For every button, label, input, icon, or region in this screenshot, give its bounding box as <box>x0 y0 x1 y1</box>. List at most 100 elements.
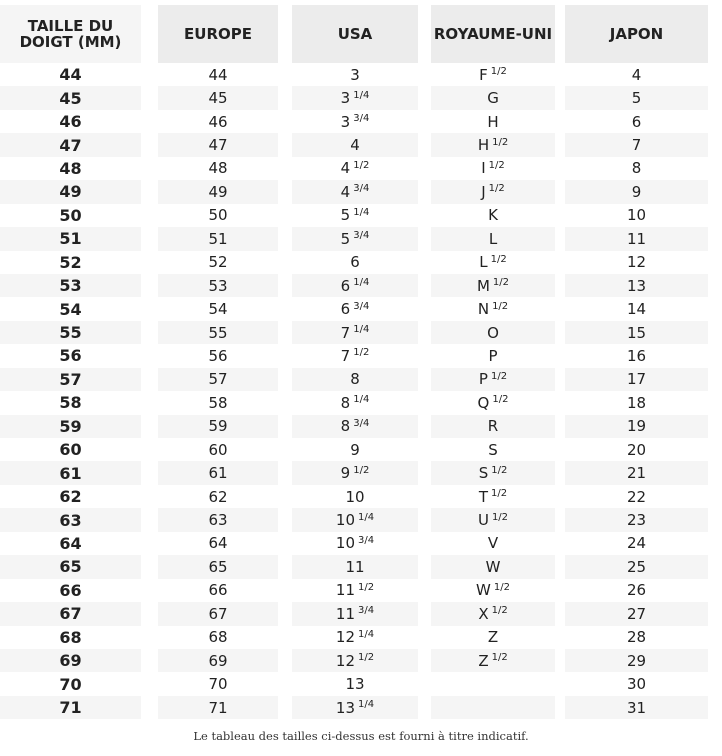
cell-uk: P <box>431 344 555 367</box>
cell-uk: L <box>431 227 555 251</box>
cell-uk: G <box>431 86 555 110</box>
cell-value: 70 <box>59 674 82 694</box>
cell-fraction: 1/2 <box>492 136 509 148</box>
cell-usa: 12 1/2 <box>292 648 418 673</box>
table-row: 62 62 10 T 1/2 22 <box>0 485 708 508</box>
cell-value: 56 <box>208 346 228 365</box>
cell-value: 31 <box>626 698 647 717</box>
cell-value: 7 <box>340 323 351 342</box>
cell-uk: Z <box>431 626 555 649</box>
cell-fraction: 1/2 <box>358 581 375 593</box>
cell-usa: 10 <box>292 485 418 508</box>
cell-europe: 57 <box>158 367 278 392</box>
cell-japan: 9 <box>565 180 708 204</box>
cell-usa: 4 <box>292 133 418 157</box>
cell-japan: 10 <box>565 204 708 227</box>
cell-usa: 6 1/4 <box>292 273 418 298</box>
cell-fraction: 3/4 <box>358 605 375 617</box>
table-row: 68 68 12 1/4 Z 28 <box>0 626 708 649</box>
cell-value: 11 <box>335 604 355 623</box>
cell-value: 61 <box>208 464 228 483</box>
table-row: 49 49 4 3/4 J 1/2 9 <box>0 180 708 204</box>
cell-finger-size: 69 <box>0 648 141 673</box>
cell-value: 3 <box>340 112 351 131</box>
cell-value: 7 <box>340 346 351 365</box>
cell-value: 59 <box>208 417 228 436</box>
cell-value: 6 <box>631 112 642 131</box>
cell-value: 8 <box>340 417 351 436</box>
cell-finger-size: 65 <box>0 555 141 579</box>
cell-value: 6 <box>350 253 360 272</box>
cell-japan: 14 <box>565 297 708 320</box>
cell-finger-size: 48 <box>0 157 141 180</box>
cell-japan: 23 <box>565 508 708 532</box>
cell-value: 57 <box>208 370 228 389</box>
disclaimer-note: Le tableau des tailles ci-dessus est fou… <box>193 729 529 743</box>
cell-fraction: 1/4 <box>358 628 375 640</box>
cell-value: 16 <box>626 346 647 365</box>
table-row: 56 56 7 1/2 P 16 <box>0 344 708 367</box>
cell-value: 65 <box>59 557 82 577</box>
cell-europe: 68 <box>158 626 278 649</box>
cell-usa: 8 1/4 <box>292 391 418 414</box>
cell-usa: 4 1/2 <box>292 157 418 180</box>
cell-value: 11 <box>345 557 365 576</box>
cell-fraction: 1/2 <box>493 581 510 593</box>
cell-value: J <box>481 182 486 201</box>
cell-japan: 17 <box>565 367 708 392</box>
cell-fraction: 1/2 <box>490 66 507 78</box>
cell-value: 13 <box>345 675 365 694</box>
cell-fraction: 3/4 <box>358 534 375 546</box>
cell-japan: 26 <box>565 579 708 602</box>
cell-uk: Z 1/2 <box>431 648 555 673</box>
table-row: 45 45 3 1/4 G 5 <box>0 86 708 110</box>
cell-value: 21 <box>626 464 647 483</box>
cell-value: U <box>477 511 489 530</box>
cell-value: L <box>488 229 498 248</box>
cell-fraction: 1/2 <box>492 300 509 312</box>
cell-japan: 28 <box>565 626 708 649</box>
cell-value: 68 <box>208 628 228 647</box>
cell-japan: 5 <box>565 86 708 110</box>
cell-value: 54 <box>59 299 82 319</box>
cell-value: 8 <box>631 159 642 178</box>
header-japan: JAPON <box>565 5 708 63</box>
cell-fraction: 1/2 <box>491 605 508 617</box>
cell-europe: 54 <box>158 297 278 320</box>
cell-value: 5 <box>340 206 351 225</box>
cell-value: 61 <box>59 463 82 483</box>
cell-value: P <box>478 370 488 389</box>
cell-finger-size: 66 <box>0 579 141 602</box>
cell-value: H <box>487 112 499 131</box>
cell-uk <box>431 672 555 695</box>
cell-finger-size: 58 <box>0 391 141 414</box>
cell-japan: 6 <box>565 110 708 133</box>
cell-europe: 66 <box>158 579 278 602</box>
cell-japan: 22 <box>565 485 708 508</box>
cell-value: 44 <box>208 65 228 84</box>
cell-uk: W <box>431 555 555 579</box>
cell-fraction: 1/2 <box>491 488 508 500</box>
cell-value: 10 <box>345 487 365 506</box>
cell-value: T <box>478 487 489 506</box>
ring-size-table: TAILLE DU DOIGT (MM) EUROPE USA ROYAUME-… <box>0 5 708 720</box>
cell-fraction: 3/4 <box>353 183 370 195</box>
cell-uk: M 1/2 <box>431 273 555 298</box>
cell-finger-size: 50 <box>0 204 141 227</box>
cell-japan: 25 <box>565 555 708 579</box>
cell-japan: 7 <box>565 133 708 157</box>
cell-value: 66 <box>208 581 228 600</box>
cell-uk: V <box>431 532 555 555</box>
cell-value: 58 <box>208 393 228 412</box>
cell-value: X <box>478 604 489 623</box>
header-usa: USA <box>292 5 418 63</box>
cell-usa: 6 <box>292 251 418 274</box>
cell-value: 45 <box>59 88 82 108</box>
cell-finger-size: 68 <box>0 626 141 649</box>
cell-europe: 50 <box>158 204 278 227</box>
cell-value: 46 <box>208 112 228 131</box>
cell-europe: 52 <box>158 251 278 274</box>
cell-value: 55 <box>59 323 82 343</box>
cell-value: 60 <box>208 440 228 459</box>
cell-value: 12 <box>626 253 647 272</box>
